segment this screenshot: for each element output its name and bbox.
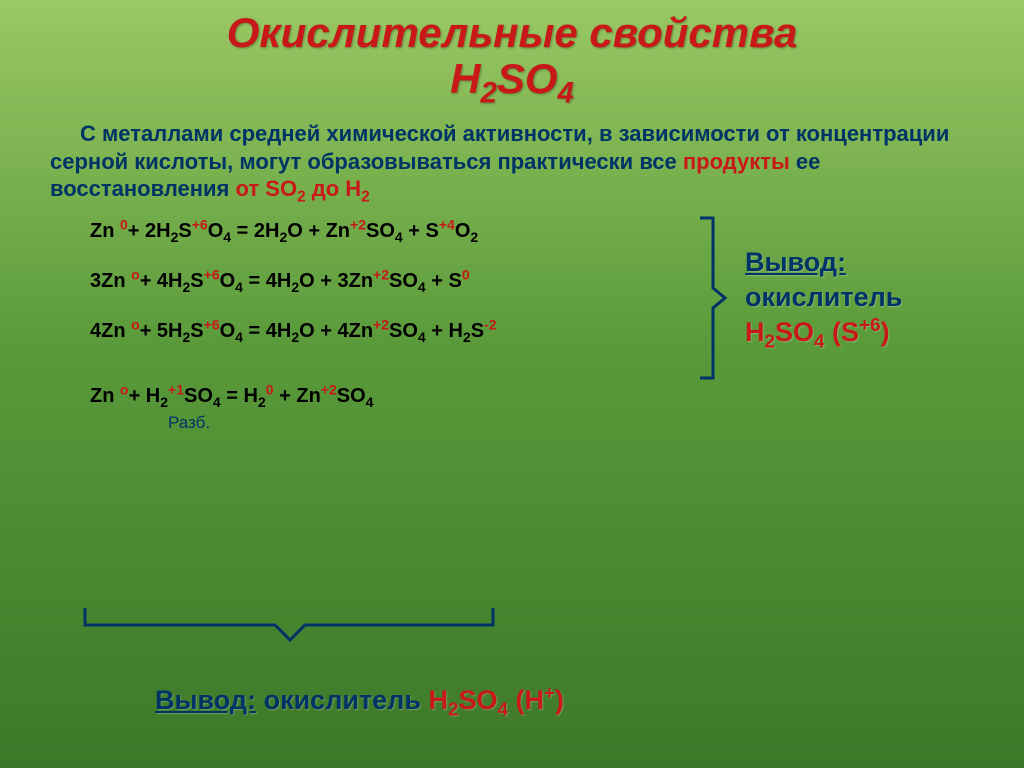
conc-r-word: окислитель: [745, 282, 902, 312]
conc-r-label: Вывод:: [745, 247, 846, 277]
equations-block: Zn 0+ 2H2S+6O4 = 2H2O + Zn+2SO4 + S+4O2 …: [0, 203, 1024, 431]
equations-list: Zn 0+ 2H2S+6O4 = 2H2O + Zn+2SO4 + S+4O2 …: [0, 221, 497, 431]
title-sub2: 4: [558, 77, 574, 110]
conc-b-label: Вывод:: [155, 685, 256, 715]
intro-t1: С металлами средней химической активност…: [80, 121, 587, 146]
title-h: H: [450, 55, 480, 102]
conc-b-word: окислитель: [256, 685, 428, 715]
title-so: SO: [497, 55, 558, 102]
right-bracket-icon: [695, 213, 735, 383]
intro-red3b: до H: [306, 176, 362, 201]
bottom-bracket-icon: [75, 600, 505, 670]
equation-4: Zn o+ H2+1SO4 = H20 + Zn+2SO4: [90, 386, 497, 406]
equation-1: Zn 0+ 2H2S+6O4 = 2H2O + Zn+2SO4 + S+4O2: [90, 221, 497, 241]
title-line1: Окислительные свойства: [227, 9, 798, 56]
equation-2: 3Zn o+ 4H2S+6O4 = 4H2O + 3Zn+2SO4 + S0: [90, 271, 497, 291]
intro-red3: от SO: [236, 176, 298, 201]
intro-red2: продукты: [683, 149, 790, 174]
intro-paragraph: С металлами средней химической активност…: [0, 102, 1024, 203]
conclusion-bottom: Вывод: окислитель H2SO4 (H+): [155, 685, 564, 716]
dilute-note: Разб.: [168, 414, 497, 431]
slide-title: Окислительные свойства H2SO4: [0, 0, 1024, 102]
equation-3: 4Zn o+ 5H2S+6O4 = 4H2O + 4Zn+2SO4 + H2S-…: [90, 321, 497, 341]
conclusion-right: Вывод: окислитель H2SO4 (S+6): [745, 245, 902, 350]
title-sub1: 2: [480, 77, 496, 110]
